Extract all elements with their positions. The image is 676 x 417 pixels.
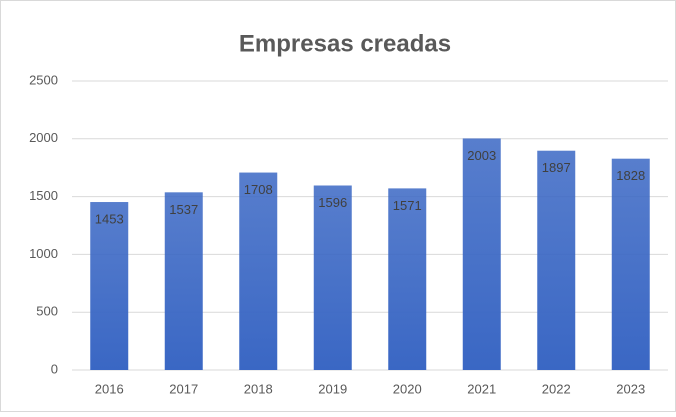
data-label: 1708 (244, 182, 273, 197)
x-tick-label: 2018 (244, 381, 273, 396)
data-label: 1571 (393, 198, 422, 213)
y-tick-label: 2000 (29, 130, 58, 145)
chart-title: Empresas creadas (239, 30, 451, 57)
data-label: 1596 (318, 195, 347, 210)
x-tick-label: 2019 (318, 381, 347, 396)
y-tick-label: 1000 (29, 246, 58, 261)
bar (313, 185, 352, 370)
x-tick-label: 2021 (467, 381, 496, 396)
bar (462, 138, 501, 370)
y-tick-label: 0 (51, 361, 58, 376)
data-label: 1453 (95, 211, 124, 226)
x-tick-label: 2022 (542, 381, 571, 396)
bar (164, 192, 203, 370)
x-tick-label: 2017 (169, 381, 198, 396)
y-tick-label: 500 (36, 304, 58, 319)
bar (239, 172, 278, 370)
data-label: 1537 (169, 202, 198, 217)
y-tick-label: 2500 (29, 72, 58, 87)
x-tick-label: 2020 (393, 381, 422, 396)
bar (611, 158, 650, 370)
data-label: 1897 (542, 160, 571, 175)
bar (537, 150, 576, 370)
x-tick-label: 2023 (616, 381, 645, 396)
y-tick-label: 1500 (29, 188, 58, 203)
data-label: 2003 (467, 148, 496, 163)
bar (90, 202, 129, 370)
bar (388, 188, 427, 370)
data-label: 1828 (616, 168, 645, 183)
x-tick-label: 2016 (95, 381, 124, 396)
